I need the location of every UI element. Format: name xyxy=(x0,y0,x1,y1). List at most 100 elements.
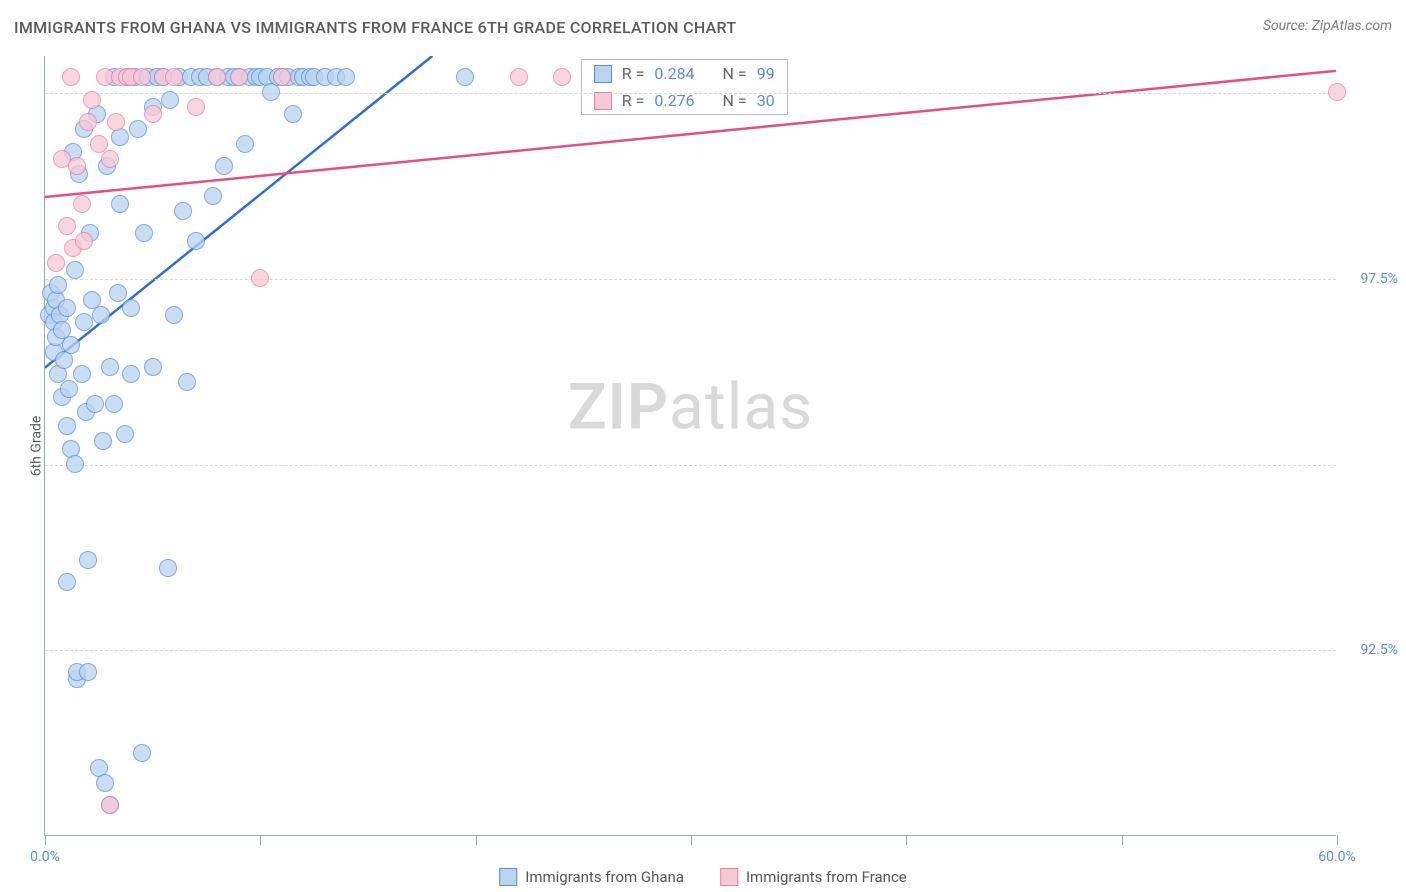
gridline xyxy=(45,465,1336,466)
scatter-marker xyxy=(553,68,571,86)
scatter-marker xyxy=(83,91,101,109)
scatter-marker xyxy=(92,306,110,324)
scatter-marker xyxy=(68,157,86,175)
scatter-marker xyxy=(215,157,233,175)
gridline xyxy=(45,279,1336,280)
n-value: 99 xyxy=(757,64,775,83)
scatter-marker xyxy=(58,573,76,591)
scatter-marker xyxy=(251,269,269,287)
stat-row: R =0.276N =30 xyxy=(582,87,787,114)
scatter-marker xyxy=(204,187,222,205)
gridline xyxy=(45,93,1336,94)
x-tick xyxy=(1122,835,1123,845)
watermark: ZIPatlas xyxy=(568,369,813,444)
scatter-marker xyxy=(284,105,302,123)
scatter-marker xyxy=(1328,83,1346,101)
scatter-marker xyxy=(66,455,84,473)
trend-lines xyxy=(45,56,1336,835)
x-tick xyxy=(45,835,46,845)
legend-swatch xyxy=(720,868,738,886)
scatter-marker xyxy=(47,254,65,272)
legend-label: Immigrants from France xyxy=(746,868,907,886)
scatter-plot-area: ZIPatlas R =0.284N =99R =0.276N =30 92.5… xyxy=(44,56,1336,836)
watermark-atlas: atlas xyxy=(669,369,813,444)
correlation-stats-box: R = 0.284 N = 99 R =0.276N =30 xyxy=(581,59,788,115)
scatter-marker xyxy=(60,380,78,398)
scatter-marker xyxy=(111,195,129,213)
scatter-marker xyxy=(165,68,183,86)
legend-item: Immigrants from Ghana xyxy=(499,868,684,886)
scatter-marker xyxy=(178,373,196,391)
scatter-marker xyxy=(58,417,76,435)
scatter-marker xyxy=(129,120,147,138)
x-tick xyxy=(476,835,477,845)
scatter-marker xyxy=(273,68,291,86)
source-attribution: Source: ZipAtlas.com xyxy=(1263,18,1392,34)
n-label: N = xyxy=(723,64,747,83)
scatter-marker xyxy=(109,284,127,302)
scatter-marker xyxy=(49,276,67,294)
scatter-marker xyxy=(144,358,162,376)
scatter-marker xyxy=(122,299,140,317)
scatter-marker xyxy=(101,796,119,814)
r-value: 0.284 xyxy=(654,64,694,83)
scatter-marker xyxy=(94,432,112,450)
scatter-marker xyxy=(161,91,179,109)
scatter-marker xyxy=(133,68,151,86)
y-axis-label: 6th Grade xyxy=(28,416,44,477)
scatter-marker xyxy=(187,232,205,250)
scatter-marker xyxy=(122,365,140,383)
scatter-marker xyxy=(58,299,76,317)
scatter-marker xyxy=(79,663,97,681)
scatter-marker xyxy=(96,774,114,792)
x-tick-label: 0.0% xyxy=(30,849,60,865)
scatter-marker xyxy=(73,195,91,213)
scatter-marker xyxy=(144,105,162,123)
scatter-marker xyxy=(62,68,80,86)
y-tick-label: 92.5% xyxy=(1360,642,1398,658)
scatter-marker xyxy=(236,135,254,153)
stat-row: R = 0.284 N = 99 xyxy=(582,60,787,87)
x-tick xyxy=(260,835,261,845)
legend-swatch xyxy=(499,868,517,886)
x-tick-label: 60.0% xyxy=(1318,849,1356,865)
scatter-marker xyxy=(62,336,80,354)
x-tick xyxy=(691,835,692,845)
scatter-marker xyxy=(133,744,151,762)
gridline xyxy=(45,650,1336,651)
scatter-marker xyxy=(510,68,528,86)
scatter-marker xyxy=(456,68,474,86)
series-swatch xyxy=(594,65,612,83)
scatter-marker xyxy=(135,224,153,242)
scatter-marker xyxy=(165,306,183,324)
source-prefix: Source: xyxy=(1263,18,1312,34)
scatter-marker xyxy=(208,68,226,86)
legend-label: Immigrants from Ghana xyxy=(525,868,684,886)
scatter-marker xyxy=(75,313,93,331)
scatter-marker xyxy=(101,150,119,168)
scatter-marker xyxy=(337,68,355,86)
x-tick xyxy=(1337,835,1338,845)
scatter-marker xyxy=(159,559,177,577)
scatter-marker xyxy=(79,551,97,569)
scatter-marker xyxy=(174,202,192,220)
footer-legend: Immigrants from Ghana Immigrants from Fra… xyxy=(499,868,907,886)
scatter-marker xyxy=(86,395,104,413)
watermark-zip: ZIP xyxy=(568,369,669,444)
scatter-marker xyxy=(58,217,76,235)
chart-title: IMMIGRANTS FROM GHANA VS IMMIGRANTS FROM… xyxy=(14,18,736,37)
scatter-marker xyxy=(75,232,93,250)
scatter-marker xyxy=(187,98,205,116)
scatter-marker xyxy=(73,365,91,383)
scatter-marker xyxy=(101,358,119,376)
scatter-marker xyxy=(79,113,97,131)
scatter-marker xyxy=(105,395,123,413)
scatter-marker xyxy=(116,425,134,443)
scatter-marker xyxy=(66,261,84,279)
scatter-marker xyxy=(230,68,248,86)
source-name: ZipAtlas.com xyxy=(1312,18,1392,34)
legend-item: Immigrants from France xyxy=(720,868,907,886)
y-tick-label: 97.5% xyxy=(1360,271,1398,287)
series-swatch xyxy=(594,92,612,110)
r-label: R = xyxy=(622,64,645,83)
